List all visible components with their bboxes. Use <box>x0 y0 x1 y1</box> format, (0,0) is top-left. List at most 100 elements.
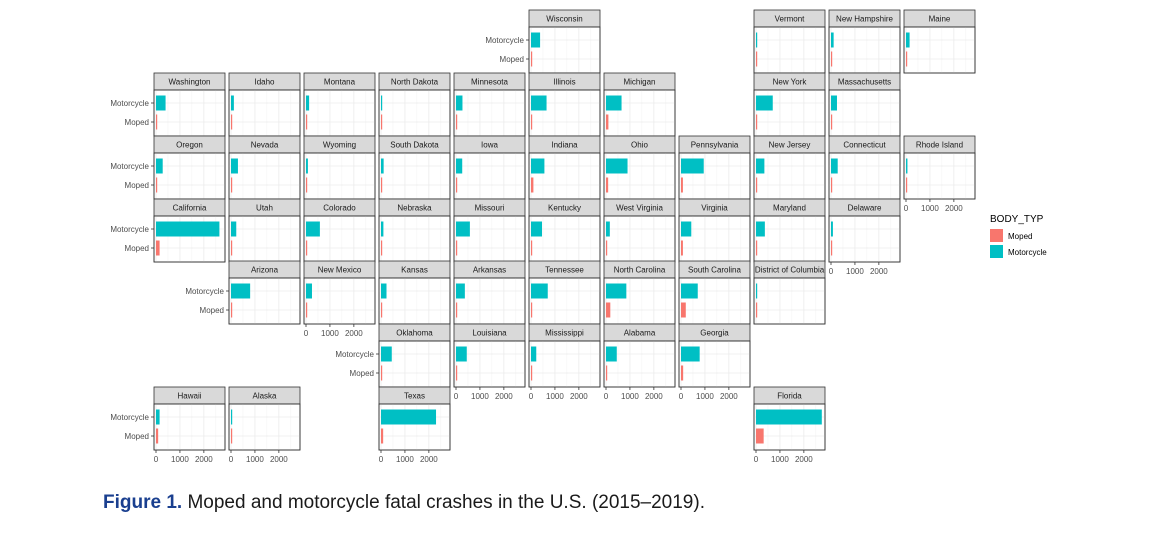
facet-title: Massachusetts <box>838 78 891 87</box>
facet-oregon: Oregon Motorcycle Moped <box>110 135 226 200</box>
bar-motorcycle <box>156 409 160 425</box>
y-tick-label: Motorcycle <box>110 162 149 171</box>
facet-border <box>903 26 976 74</box>
y-tick-label: Moped <box>200 306 224 315</box>
facet-title: Tennessee <box>545 266 584 275</box>
bar-moped <box>831 114 833 130</box>
facet-panel <box>378 152 451 200</box>
facet-panel <box>153 89 226 137</box>
caption-text: Moped and motorcycle fatal crashes in th… <box>182 492 705 513</box>
x-tick-label: 2000 <box>645 392 663 401</box>
x-tick-label: 1000 <box>171 455 189 464</box>
bar-motorcycle <box>831 95 837 111</box>
facet-panels: Wisconsin Motorcycle Moped Vermont New Hamps… <box>110 9 976 464</box>
facet-louisiana: Louisiana 0 1000 2000 <box>453 323 526 401</box>
facet-title: Minnesota <box>471 78 508 87</box>
facet-colorado: Colorado <box>303 198 376 263</box>
x-tick-label: 0 <box>379 455 384 464</box>
bar-moped <box>156 114 158 130</box>
bar-motorcycle <box>531 346 537 362</box>
bar-moped <box>831 177 833 193</box>
bar-motorcycle <box>531 32 541 48</box>
facet-south-carolina: South Carolina <box>678 260 751 325</box>
facet-title: Illinois <box>553 78 575 87</box>
bar-motorcycle <box>306 158 308 174</box>
facet-title: Maine <box>929 15 951 24</box>
bar-moped <box>231 240 233 256</box>
facet-panel <box>453 89 526 137</box>
facet-title: Washington <box>169 78 211 87</box>
facet-panel <box>603 215 676 263</box>
facet-panel <box>303 89 376 137</box>
facet-title: Iowa <box>481 141 498 150</box>
bar-moped <box>231 428 233 444</box>
facet-border <box>528 340 601 388</box>
x-tick-label: 0 <box>904 204 909 213</box>
x-tick-label: 2000 <box>270 455 288 464</box>
x-tick-label: 0 <box>829 267 834 276</box>
bar-motorcycle <box>831 32 834 48</box>
bar-motorcycle <box>906 158 908 174</box>
bar-moped <box>606 114 609 130</box>
facet-title: Arkansas <box>473 266 506 275</box>
facet-new-hampshire: New Hampshire <box>828 9 901 74</box>
bar-moped <box>531 114 533 130</box>
bar-moped <box>456 302 458 318</box>
facet-border <box>153 215 226 263</box>
facet-connecticut: Connecticut <box>828 135 901 200</box>
facet-title: Ohio <box>631 141 648 150</box>
bar-motorcycle <box>606 95 622 111</box>
facet-panel <box>378 215 451 263</box>
facet-title: California <box>173 204 207 213</box>
bar-motorcycle <box>681 221 692 237</box>
facet-panel <box>378 89 451 137</box>
x-tick-label: 1000 <box>921 204 939 213</box>
bar-moped <box>381 114 383 130</box>
bar-motorcycle <box>606 221 610 237</box>
facet-title: Texas <box>404 392 425 401</box>
facet-title: Louisiana <box>472 329 507 338</box>
facet-nevada: Nevada <box>228 135 301 200</box>
x-tick-label: 2000 <box>345 329 363 338</box>
facet-mississippi: Mississippi 0 1000 2000 <box>528 323 601 401</box>
x-tick-label: 1000 <box>846 267 864 276</box>
facet-title: Kansas <box>401 266 428 275</box>
bar-moped <box>906 51 908 67</box>
bar-motorcycle <box>231 95 234 111</box>
x-tick-label: 1000 <box>471 392 489 401</box>
facet-panel <box>228 89 301 137</box>
bar-moped <box>681 365 684 381</box>
facet-border <box>603 340 676 388</box>
x-tick-label: 0 <box>454 392 459 401</box>
facet-maryland: Maryland <box>753 198 826 263</box>
facet-washington: Washington Motorcycle Moped <box>110 72 226 137</box>
bar-moped <box>756 240 758 256</box>
bar-motorcycle <box>756 409 822 425</box>
y-tick-label: Moped <box>350 369 374 378</box>
x-tick-label: 2000 <box>195 455 213 464</box>
bar-motorcycle <box>531 95 547 111</box>
bar-motorcycle <box>231 221 237 237</box>
facet-virginia: Virginia <box>678 198 751 263</box>
x-tick-label: 0 <box>529 392 534 401</box>
facet-north-carolina: North Carolina <box>603 260 676 325</box>
bar-moped <box>381 177 383 193</box>
bar-motorcycle <box>381 283 387 299</box>
facet-title: Oklahoma <box>396 329 433 338</box>
facet-title: New Mexico <box>318 266 362 275</box>
facet-title: Missouri <box>475 204 505 213</box>
facet-florida: Florida 0 1000 2000 <box>753 386 826 464</box>
facet-border <box>303 277 376 325</box>
bar-motorcycle <box>831 221 833 237</box>
y-tick-label: Moped <box>125 432 149 441</box>
facet-title: New York <box>773 78 808 87</box>
x-tick-label: 0 <box>679 392 684 401</box>
x-tick-label: 1000 <box>546 392 564 401</box>
facet-title: Indiana <box>551 141 578 150</box>
facet-title: North Dakota <box>391 78 439 87</box>
bar-moped <box>531 240 533 256</box>
legend-swatch-motorcycle <box>990 245 1003 258</box>
facet-panel <box>753 215 826 263</box>
bar-motorcycle <box>231 283 251 299</box>
facet-kentucky: Kentucky <box>528 198 601 263</box>
